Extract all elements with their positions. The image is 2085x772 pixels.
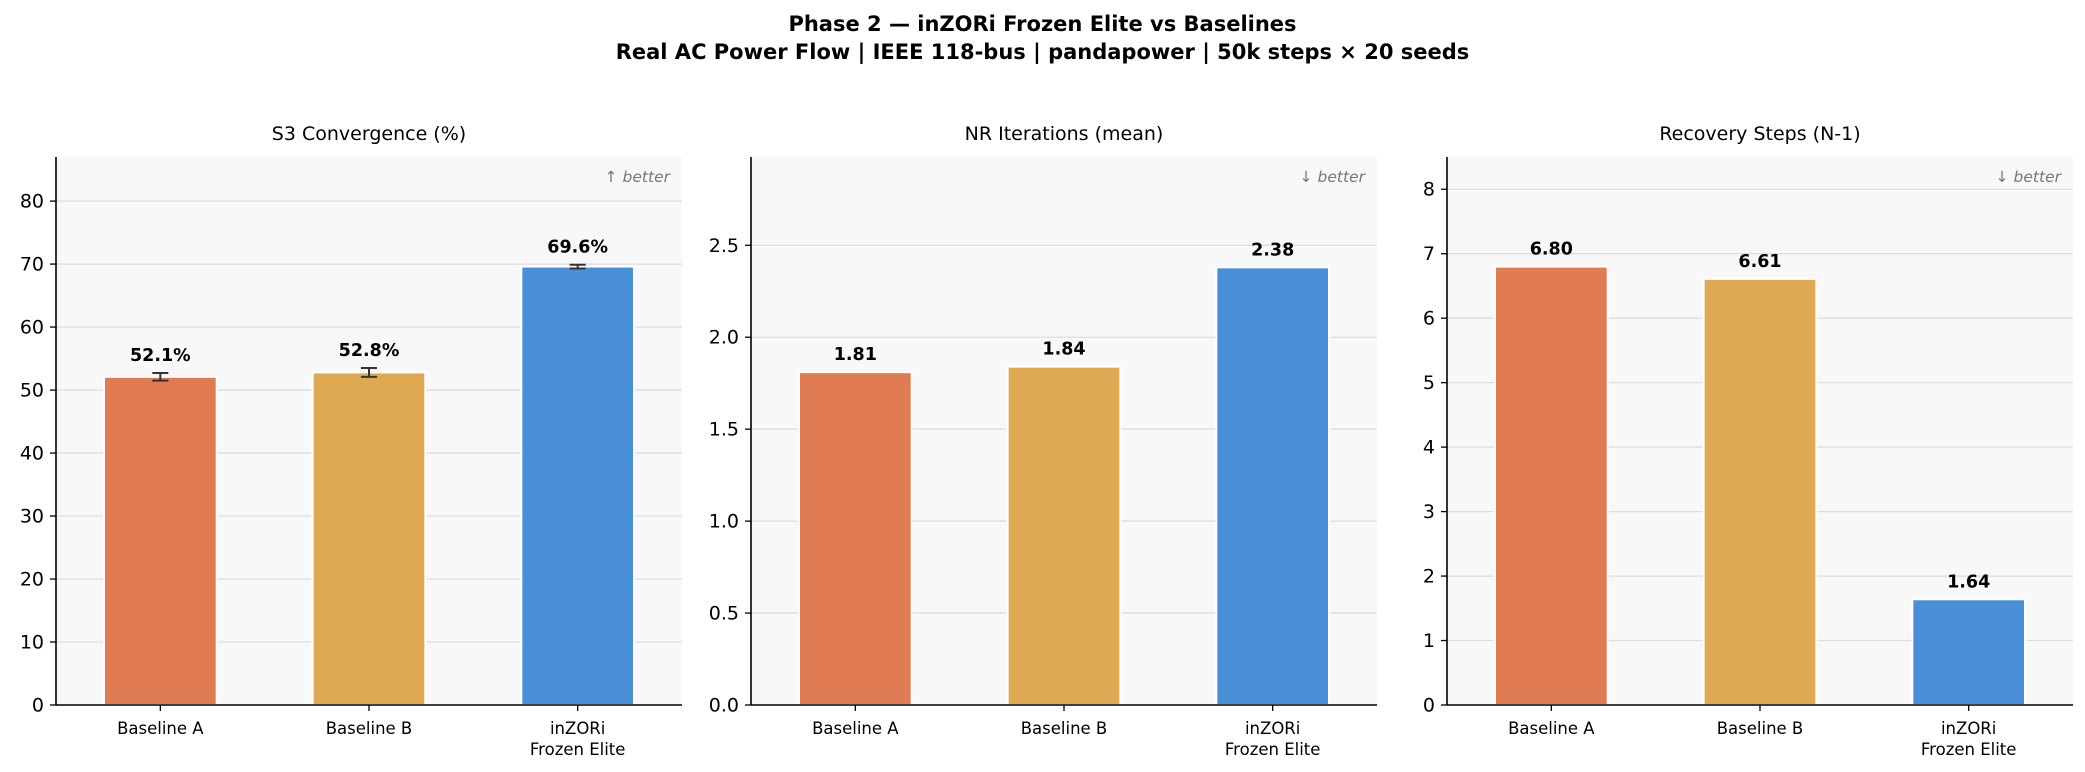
data-label-baseline-a: 52.1% [130, 346, 191, 366]
y-tick-label: 1.5 [709, 419, 739, 441]
data-label-baseline-b: 6.61 [1738, 252, 1781, 272]
y-tick-label: 30 [20, 506, 44, 528]
chart-panel-3: 0 1 2 3 4 5 6 7 8 6.80 Baseline A 6.61 Baseline B 1.6… [1423, 123, 2073, 759]
y-tick-label: 60 [20, 317, 44, 339]
bar-inzori-frozen-elite [1215, 266, 1331, 706]
y-tick-label: 0.0 [709, 695, 739, 717]
chart-title: Recovery Steps (N-1) [1659, 123, 1860, 145]
chart-panel-1: 0 10 20 30 40 50 60 70 80 52.1% Baseline A 52.8% Bas… [20, 123, 682, 759]
data-label-inzori-frozen-elite: 69.6% [547, 238, 608, 258]
y-tick-label: 2.5 [709, 235, 739, 257]
y-tick-label: 2.0 [709, 327, 739, 349]
x-tick-label: Baseline A [812, 719, 899, 738]
x-tick-label: Baseline A [1508, 719, 1595, 738]
y-tick-label: 20 [20, 569, 44, 591]
better-hint: ↓ better [1996, 168, 2063, 186]
x-tick-label: Frozen Elite [1225, 740, 1321, 759]
data-label-baseline-a: 6.80 [1530, 240, 1573, 260]
bar-baseline-a [797, 371, 913, 706]
data-label-baseline-a: 1.81 [834, 345, 877, 365]
y-tick-label: 70 [20, 254, 44, 276]
bar-baseline-b [311, 371, 427, 706]
figure-title-line-1: Phase 2 — inZORi Frozen Elite vs Baselin… [788, 12, 1297, 36]
figure-title-line-2: Real AC Power Flow | IEEE 118-bus | pand… [615, 40, 1470, 64]
x-tick-label: inZORi [1245, 719, 1300, 738]
data-label-baseline-b: 1.84 [1042, 340, 1085, 360]
y-tick-label: 80 [20, 191, 44, 213]
y-tick-label: 0.5 [709, 603, 739, 625]
y-tick-label: 50 [20, 380, 44, 402]
chart-title: S3 Convergence (%) [272, 123, 466, 145]
y-tick-label: 1 [1423, 630, 1435, 652]
y-tick-label: 3 [1423, 501, 1435, 523]
figure-title: Phase 2 — inZORi Frozen Elite vs Baselin… [0, 10, 2085, 66]
x-tick-label: inZORi [550, 719, 605, 738]
y-tick-label: 4 [1423, 437, 1435, 459]
bar-baseline-a [1493, 265, 1609, 706]
y-tick-label: 1.0 [709, 511, 739, 533]
x-tick-label: Frozen Elite [1921, 740, 2017, 759]
y-tick-label: 0 [1423, 695, 1435, 717]
better-hint: ↑ better [605, 168, 672, 186]
bar-baseline-b [1702, 277, 1818, 706]
data-label-inzori-frozen-elite: 1.64 [1947, 572, 1990, 592]
y-tick-label: 8 [1423, 179, 1435, 201]
bar-baseline-a [102, 375, 218, 706]
y-tick-label: 10 [20, 632, 44, 654]
y-tick-label: 5 [1423, 372, 1435, 394]
chart-panel-2: 0.0 0.5 1.0 1.5 2.0 2.5 1.81 Baseline A 1.84 Base… [709, 123, 1377, 759]
x-tick-label: Baseline B [1717, 719, 1804, 738]
bar-inzori-frozen-elite [1911, 598, 2027, 707]
data-label-inzori-frozen-elite: 2.38 [1251, 240, 1294, 260]
x-tick-label: Frozen Elite [530, 740, 626, 759]
data-label-baseline-b: 52.8% [339, 341, 400, 361]
chart-title: NR Iterations (mean) [965, 123, 1164, 145]
bar-inzori-frozen-elite [520, 265, 636, 706]
bar-baseline-b [1006, 365, 1122, 706]
y-tick-label: 2 [1423, 566, 1435, 588]
x-tick-label: Baseline B [326, 719, 413, 738]
y-tick-label: 7 [1423, 243, 1435, 265]
y-tick-label: 6 [1423, 308, 1435, 330]
y-tick-label: 0 [32, 695, 44, 717]
x-tick-label: Baseline A [117, 719, 204, 738]
better-hint: ↓ better [1300, 168, 1367, 186]
x-tick-label: Baseline B [1021, 719, 1108, 738]
y-tick-label: 40 [20, 443, 44, 465]
x-tick-label: inZORi [1941, 719, 1996, 738]
